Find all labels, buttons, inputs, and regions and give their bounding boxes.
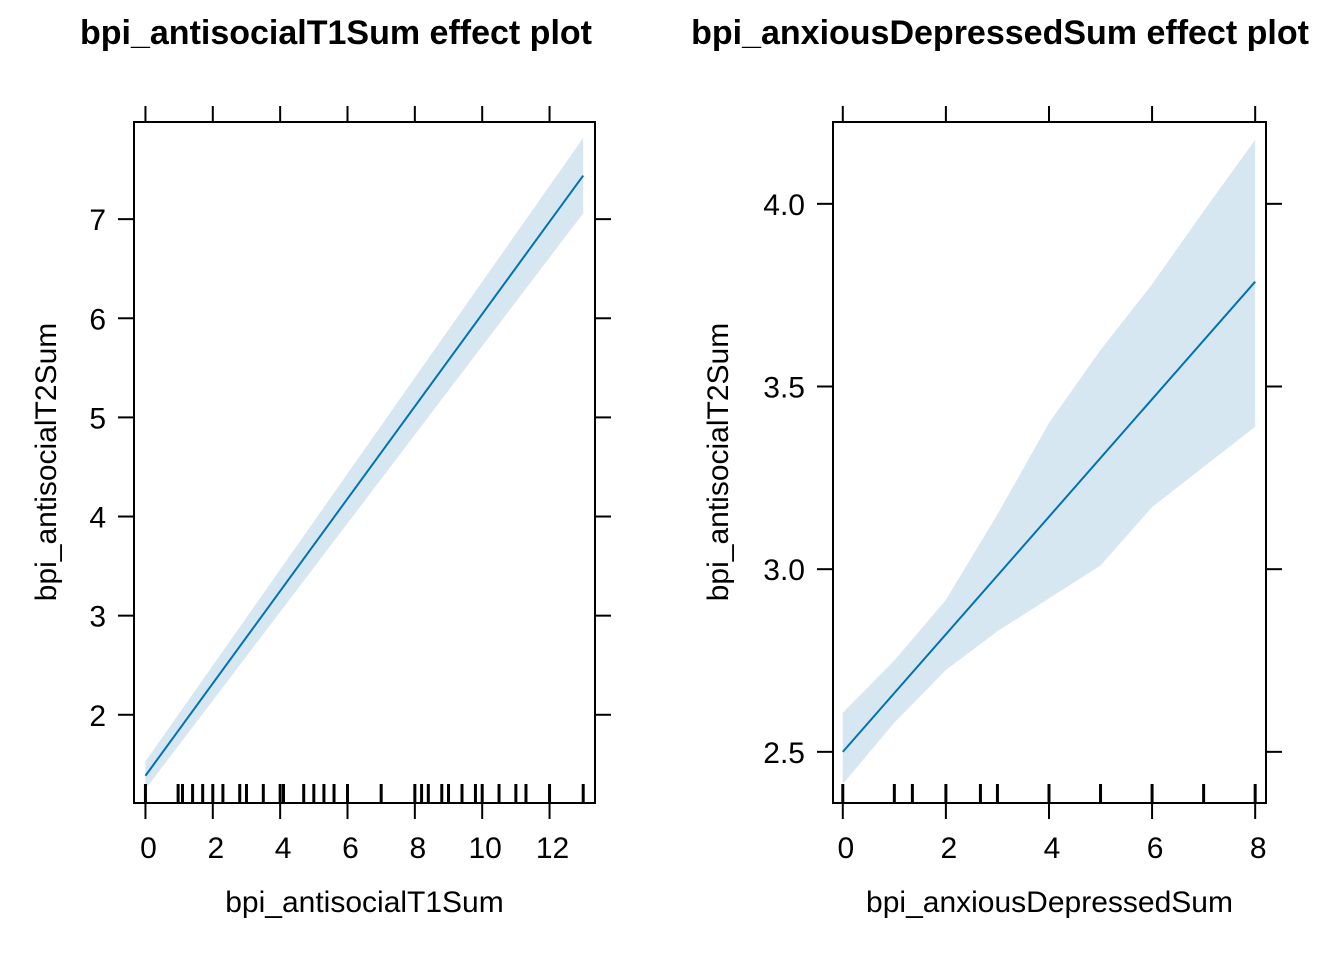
y-axis-label: bpi_antisocialT2Sum	[30, 323, 63, 601]
x-axis-label: bpi_anxiousDepressedSum	[866, 886, 1233, 919]
panel-2: bpi_anxiousDepressedSum effect plot 0 2 4 6 8…	[691, 14, 1309, 919]
y-tick-label: 2	[89, 700, 106, 733]
y-tick-label: 5	[89, 402, 106, 435]
y-axis-label: bpi_antisocialT2Sum	[702, 323, 735, 601]
x-tick-label: 4	[275, 832, 292, 865]
y-tick-label: 3.0	[763, 554, 805, 587]
x-tick-label: 2	[207, 832, 224, 865]
x-tick-label: 8	[409, 832, 426, 865]
y-tick-label: 4.0	[763, 189, 805, 222]
y-tick-label: 2.5	[763, 737, 805, 770]
x-tick-label: 8	[1250, 832, 1267, 865]
y-tick-label: 7	[89, 204, 106, 237]
x-tick-label: 2	[941, 832, 958, 865]
x-tick-label: 12	[536, 832, 569, 865]
panel-1: bpi_antisocialT1Sum effect plot 0 2 4 6 8 10 12…	[30, 14, 611, 919]
y-tick-label: 3	[89, 601, 106, 634]
fit-line	[144, 174, 585, 777]
y-tick-label: 6	[89, 303, 106, 336]
chart-title: bpi_anxiousDepressedSum effect plot	[691, 14, 1309, 52]
confidence-band	[842, 139, 1256, 785]
fit-line	[842, 280, 1256, 753]
y-tick-label: 3.5	[763, 372, 805, 405]
x-tick-label: 10	[469, 832, 502, 865]
confidence-band	[145, 137, 584, 790]
x-tick-label: 0	[837, 832, 854, 865]
x-axis-label: bpi_antisocialT1Sum	[225, 886, 503, 919]
x-tick-label: 0	[140, 832, 157, 865]
x-tick-label: 6	[1147, 832, 1164, 865]
y-tick-label: 4	[89, 502, 106, 535]
plot-frame	[133, 121, 596, 804]
chart-title: bpi_antisocialT1Sum effect plot	[80, 14, 592, 52]
x-tick-label: 4	[1044, 832, 1061, 865]
x-tick-label: 6	[342, 832, 359, 865]
